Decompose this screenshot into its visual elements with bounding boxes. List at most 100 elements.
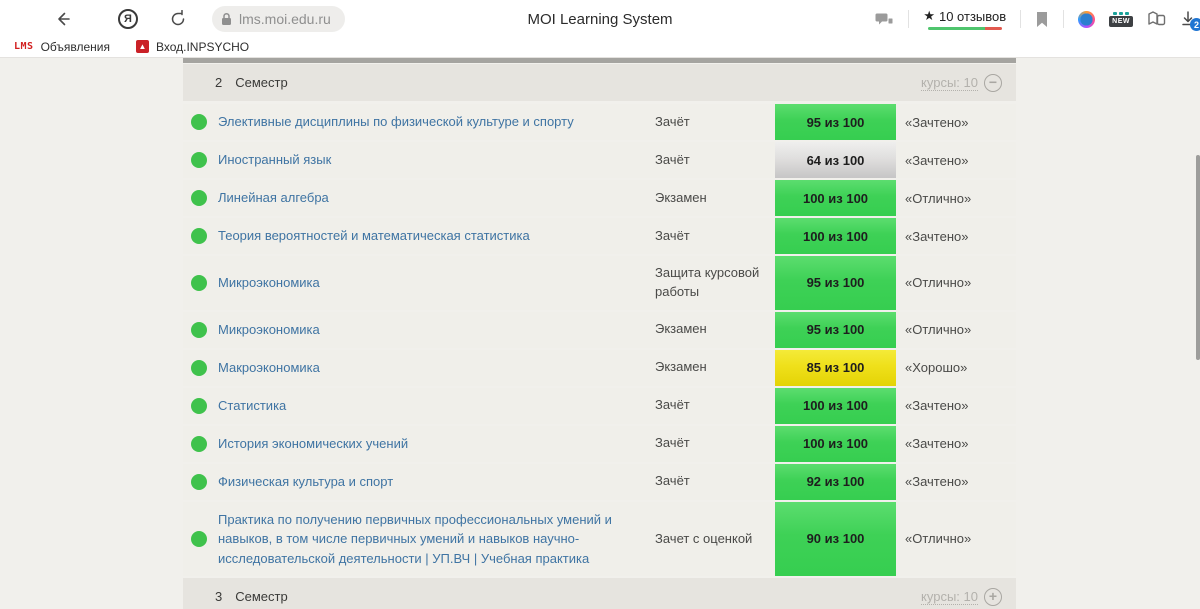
course-status-dot-icon: [191, 274, 207, 291]
star-icon: ★: [923, 8, 935, 23]
dot-cell: [183, 530, 218, 547]
course-status-dot-icon: [191, 530, 207, 547]
site-reviews-button[interactable]: ★ 10 отзывов: [923, 8, 1006, 30]
bookmark-icon[interactable]: [1035, 11, 1049, 28]
grade-text: «Зачтено»: [905, 114, 969, 130]
toolbar-right-icons: ★ 10 отзывов NEW 2: [875, 8, 1200, 31]
course-link[interactable]: Физическая культура и спорт: [218, 473, 394, 489]
course-row: Линейная алгебра Экзамен 100 из 100 «Отл…: [183, 180, 1016, 216]
grade-text: «Хорошо»: [905, 360, 968, 376]
yandex-icon: Я: [118, 9, 138, 29]
exam-type: Зачёт: [655, 473, 690, 489]
browser-toolbar: Я lms.moi.edu.ru MOI Learning System ★ 1…: [0, 0, 1200, 38]
dot-cell: [183, 228, 218, 244]
section-title: Семестр: [235, 589, 288, 605]
expand-section-icon[interactable]: +: [984, 587, 1002, 606]
course-row: Микроэкономика Экзамен 95 из 100 «Отличн…: [183, 311, 1016, 348]
dot-cell: [183, 359, 218, 376]
course-link[interactable]: Иностранный язык: [218, 152, 332, 168]
section-title: Семестр: [235, 75, 288, 90]
bookmark-label: Вход.INPSYCHO: [155, 39, 250, 54]
divider: [908, 10, 910, 28]
course-row: Макроэкономика Экзамен 85 из 100 «Хорошо…: [183, 349, 1016, 386]
score-badge: 85 из 100: [775, 349, 896, 386]
reviews-count-label: 10 отзывов: [938, 8, 1007, 24]
inpsycho-favicon: ▲: [135, 40, 149, 53]
course-status-dot-icon: [191, 152, 207, 168]
exam-type: Защита курсовой работы: [655, 265, 760, 299]
course-status-dot-icon: [191, 321, 207, 338]
bookmarks-bar: LMS Объявления ▲ Вход.INPSYCHO: [0, 38, 1200, 58]
bookmark-label: Объявления: [40, 39, 110, 54]
refresh-button[interactable]: [164, 5, 192, 33]
score-badge: 95 из 100: [775, 311, 896, 348]
grade-text: «Зачтено»: [905, 436, 969, 452]
browser-chrome: Я lms.moi.edu.ru MOI Learning System ★ 1…: [0, 0, 1200, 58]
exam-type: Экзамен: [655, 189, 707, 205]
course-link[interactable]: Макроэкономика: [218, 359, 320, 375]
score-badge: 92 из 100: [775, 463, 896, 500]
section-number: 3: [215, 589, 223, 605]
new-icon-dashes: [1113, 11, 1130, 15]
dot-cell: [183, 190, 218, 206]
score-badge: 100 из 100: [775, 387, 896, 424]
exam-type: Экзамен: [655, 321, 707, 337]
url-text: lms.moi.edu.ru: [239, 11, 331, 27]
collapse-section-icon[interactable]: −: [984, 73, 1002, 92]
extension-new-icon[interactable]: NEW: [1109, 11, 1133, 27]
course-link[interactable]: Практика по получению первичных професси…: [218, 511, 612, 566]
course-link[interactable]: Статистика: [218, 397, 287, 413]
courses-count-link[interactable]: курсы: 10: [921, 588, 978, 605]
grade-text: «Зачтено»: [905, 474, 969, 490]
grades-table: 2 Семестр курсы: 10 − Элективные дисципл…: [183, 58, 1016, 609]
score-badge: 100 из 100: [775, 180, 896, 216]
exam-type: Экзамен: [655, 359, 707, 375]
grade-text: «Зачтено»: [905, 152, 969, 168]
course-link[interactable]: История экономических учений: [218, 435, 409, 451]
grade-text: «Отлично»: [905, 531, 972, 547]
grade-text: «Отлично»: [905, 275, 972, 291]
score-badge: 95 из 100: [775, 256, 896, 310]
course-status-dot-icon: [191, 228, 207, 244]
course-link[interactable]: Микроэкономика: [218, 321, 320, 337]
course-status-dot-icon: [191, 190, 207, 206]
semester-section-header: 3 Семестр курсы: 10 +: [183, 578, 1016, 609]
toggle-icon-symbol: −: [988, 73, 998, 90]
section-number: 2: [215, 75, 223, 90]
dot-cell: [183, 473, 218, 490]
dot-cell: [183, 274, 218, 291]
course-link[interactable]: Теория вероятностей и математическая ста…: [218, 228, 530, 244]
course-row: Иностранный язык Зачёт 64 из 100 «Зачтен…: [183, 142, 1016, 178]
collections-icon[interactable]: [1147, 11, 1166, 27]
score-badge: 100 из 100: [775, 425, 896, 462]
course-row: Микроэкономика Защита курсовой работы 95…: [183, 256, 1016, 310]
protect-icon[interactable]: [875, 11, 894, 27]
score-badge: 100 из 100: [775, 218, 896, 254]
downloads-button[interactable]: 2: [1180, 11, 1200, 31]
toggle-icon-symbol: +: [988, 587, 998, 604]
exam-type: Зачёт: [655, 113, 690, 129]
grade-text: «Зачтено»: [905, 398, 969, 414]
bookmark-item-lms[interactable]: LMS Объявления: [14, 40, 110, 54]
course-link[interactable]: Микроэкономика: [218, 275, 320, 291]
dot-cell: [183, 152, 218, 168]
bookmark-item-inpsycho[interactable]: ▲ Вход.INPSYCHO: [135, 39, 250, 54]
courses-count-link[interactable]: курсы: 10: [921, 74, 978, 91]
extension-browser-icon[interactable]: [1078, 10, 1096, 28]
course-link[interactable]: Элективные дисциплины по физической куль…: [218, 114, 574, 130]
back-button[interactable]: [48, 5, 76, 33]
lms-favicon: LMS: [14, 41, 34, 52]
course-status-dot-icon: [191, 435, 207, 452]
course-row: Теория вероятностей и математическая ста…: [183, 218, 1016, 254]
grade-text: «Отлично»: [905, 190, 972, 206]
exam-type: Зачёт: [655, 227, 690, 243]
address-bar[interactable]: lms.moi.edu.ru: [212, 6, 345, 32]
course-link[interactable]: Линейная алгебра: [218, 190, 329, 206]
vertical-scrollbar[interactable]: [1196, 155, 1200, 360]
course-row: Практика по получению первичных професси…: [183, 501, 1016, 577]
ssl-lock-icon[interactable]: [220, 12, 233, 26]
previous-section-edge: [183, 58, 1016, 63]
yandex-home-button[interactable]: Я: [114, 5, 142, 33]
score-badge: 64 из 100: [775, 142, 896, 178]
course-row: История экономических учений Зачёт 100 и…: [183, 425, 1016, 462]
